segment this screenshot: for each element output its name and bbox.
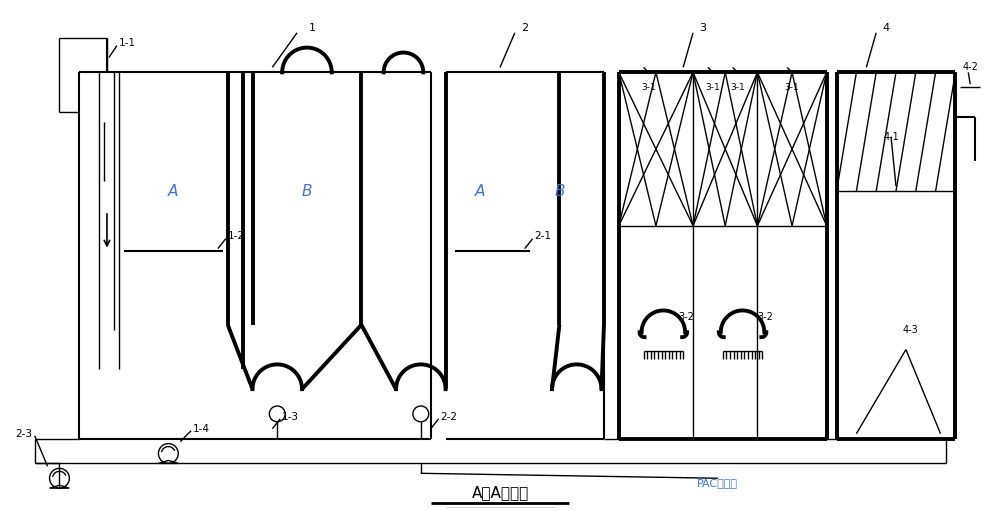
Text: 3-1: 3-1 — [785, 83, 799, 91]
Text: 1-4: 1-4 — [193, 424, 210, 434]
Text: 3-1: 3-1 — [705, 83, 720, 91]
Text: 2-3: 2-3 — [15, 429, 32, 439]
Text: 2-1: 2-1 — [535, 230, 552, 241]
Text: 4-3: 4-3 — [903, 325, 919, 335]
Text: 2: 2 — [521, 23, 528, 33]
Text: 2-2: 2-2 — [441, 412, 458, 422]
Text: A－A剖面图: A－A剖面图 — [471, 485, 529, 501]
Text: 3-1: 3-1 — [730, 83, 745, 91]
Text: A: A — [168, 183, 178, 199]
Text: 4: 4 — [883, 23, 890, 33]
Text: 3-1: 3-1 — [641, 83, 656, 91]
Text: B: B — [554, 183, 565, 199]
Text: 1-3: 1-3 — [282, 412, 299, 422]
Text: 4-1: 4-1 — [883, 132, 899, 142]
Text: 1-2: 1-2 — [228, 230, 245, 241]
Text: 3-2: 3-2 — [678, 312, 694, 322]
Text: 4-2: 4-2 — [962, 62, 978, 73]
Text: B: B — [302, 183, 312, 199]
Text: 1-1: 1-1 — [119, 38, 136, 48]
Text: 3-2: 3-2 — [757, 312, 773, 322]
Text: 1: 1 — [308, 23, 315, 33]
Text: 3: 3 — [699, 23, 706, 33]
Text: A: A — [475, 183, 485, 199]
Text: PAC投加点: PAC投加点 — [697, 478, 738, 488]
